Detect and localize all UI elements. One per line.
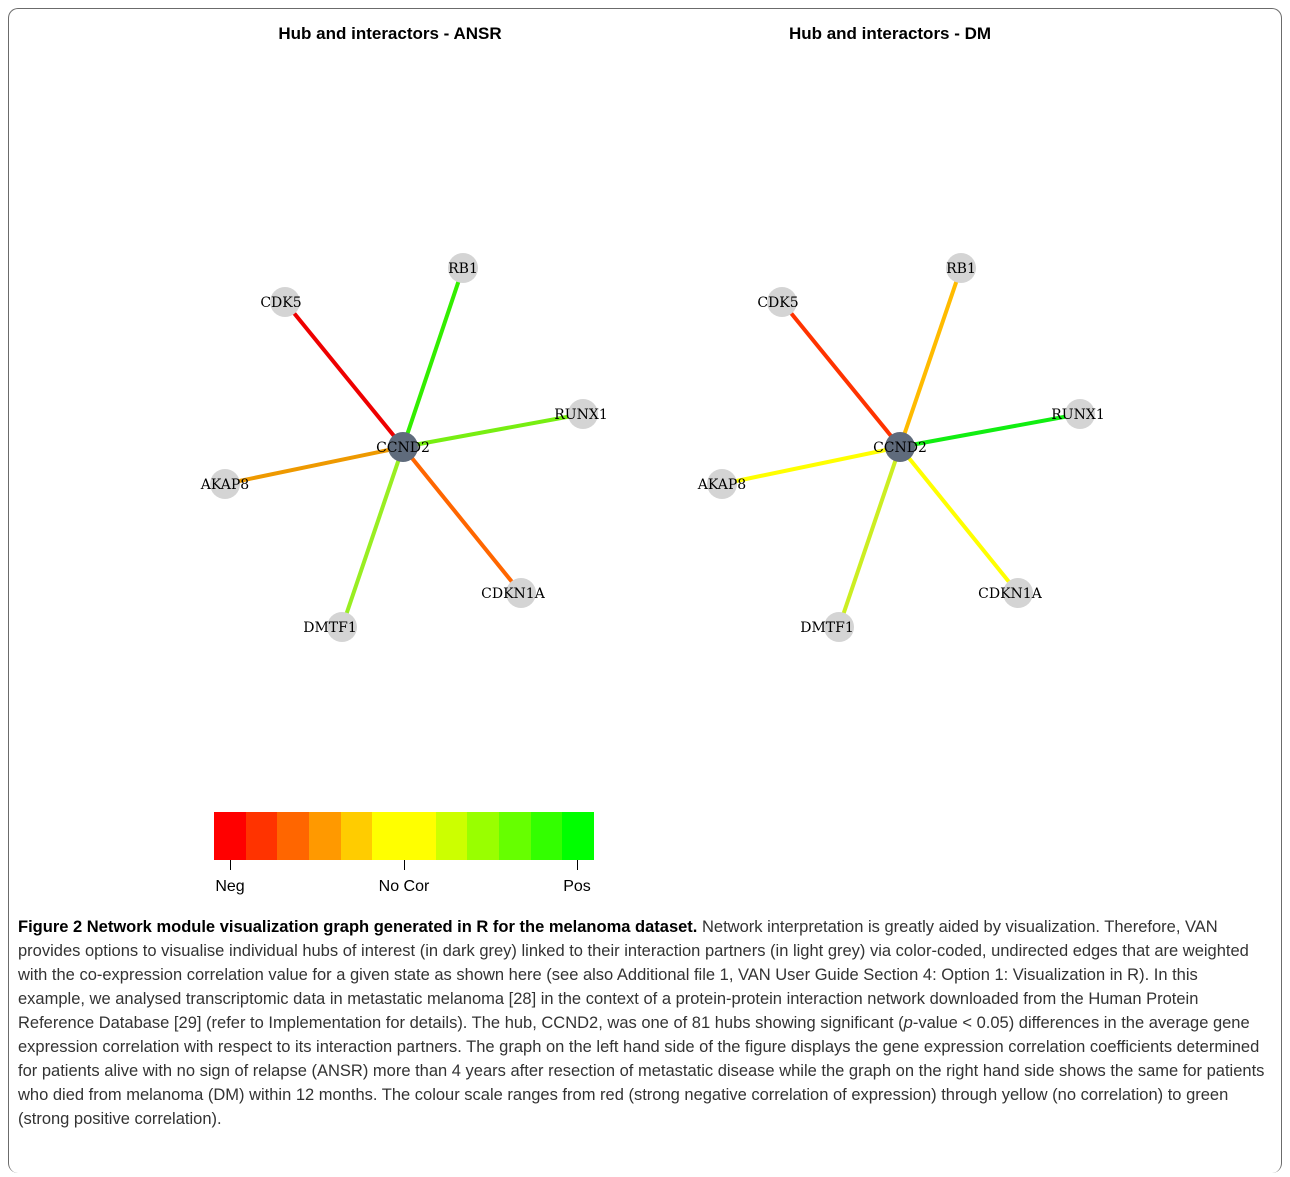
color-scale-swatch	[530, 812, 563, 860]
node-dmtf1	[327, 612, 357, 642]
network-panel-dm: RB1 CDK5 RUNX1 AKAP8 CDKN1A DMTF1 CCND2	[697, 253, 1105, 642]
edge-dmtf1	[340, 446, 405, 628]
panel-title-ansr: Hub and interactors - ANSR	[278, 24, 502, 43]
color-scale-swatch	[467, 812, 500, 860]
tick-none	[404, 860, 405, 870]
figure-caption: Figure 2 Network module visualization gr…	[18, 915, 1268, 1131]
node-label-rb1: RB1	[448, 261, 478, 277]
figure-frame	[8, 8, 1282, 1173]
node-label-runx1: RUNX1	[554, 407, 607, 423]
edge-akap8	[721, 445, 901, 486]
node-label-cdkn1a: CDKN1A	[978, 586, 1043, 602]
color-scale-swatch	[340, 812, 373, 860]
node-runx1	[1065, 399, 1095, 429]
scale-label-none: No Cor	[378, 878, 430, 895]
color-scale-bar	[214, 812, 595, 860]
caption-p-italic: p	[903, 1014, 913, 1032]
node-label-cdk5: CDK5	[757, 295, 798, 311]
node-label-dmtf1: DMTF1	[800, 620, 854, 636]
hub-node	[388, 432, 418, 462]
hub-label: CCND2	[376, 440, 430, 456]
scale-label-neg: Neg	[215, 878, 245, 895]
color-scale-swatch	[245, 812, 278, 860]
edge-runx1	[402, 412, 584, 449]
node-cdkn1a	[1003, 578, 1033, 608]
node-cdkn1a	[506, 578, 536, 608]
caption-text-1: Network interpretation is greatly aided …	[18, 918, 1249, 1032]
color-scale-swatch	[372, 812, 405, 860]
color-scale-swatch	[404, 812, 436, 860]
hub-label: CCND2	[873, 440, 927, 456]
hub-node	[885, 432, 915, 462]
color-scale-swatch	[499, 812, 531, 860]
color-scale-swatch	[562, 812, 595, 860]
edge-runx1	[899, 412, 1081, 449]
node-label-cdkn1a: CDKN1A	[481, 586, 546, 602]
edge-rb1	[401, 267, 465, 448]
node-akap8	[210, 469, 240, 499]
node-label-akap8: AKAP8	[200, 477, 249, 493]
node-cdk5	[270, 287, 300, 317]
color-scale-swatch	[277, 812, 310, 860]
color-scale-swatch	[309, 812, 341, 860]
edge-cdk5	[780, 300, 902, 449]
network-panel-ansr: RB1 CDK5 RUNX1 AKAP8 CDKN1A DMTF1 CCND2	[200, 253, 608, 642]
edge-cdkn1a	[898, 445, 1020, 595]
network-graphs: RB1 CDK5 RUNX1 AKAP8 CDKN1A DMTF1 CCND2 RB1 CDK5…	[200, 253, 1105, 642]
node-label-dmtf1: DMTF1	[303, 620, 357, 636]
node-dmtf1	[824, 612, 854, 642]
node-cdk5	[767, 287, 797, 317]
caption-text-2: -value < 0.05) differences in the averag…	[18, 1014, 1265, 1128]
edge-akap8	[224, 445, 404, 486]
edge-dmtf1	[837, 446, 902, 628]
color-scale-swatch	[435, 812, 468, 860]
color-scale-swatch	[214, 812, 246, 860]
node-rb1	[448, 253, 478, 283]
scale-label-pos: Pos	[563, 878, 591, 895]
node-akap8	[707, 469, 737, 499]
tick-pos	[577, 860, 578, 870]
node-runx1	[568, 399, 598, 429]
edge-rb1	[898, 267, 963, 448]
edge-cdkn1a	[401, 445, 523, 595]
color-scale	[214, 812, 595, 860]
node-label-rb1: RB1	[946, 261, 976, 277]
node-label-akap8: AKAP8	[697, 477, 746, 493]
node-label-runx1: RUNX1	[1051, 407, 1104, 423]
node-label-cdk5: CDK5	[260, 295, 301, 311]
edge-cdk5	[283, 300, 405, 449]
panel-title-dm: Hub and interactors - DM	[788, 24, 992, 43]
node-rb1	[946, 253, 976, 283]
tick-neg	[230, 860, 231, 870]
caption-label: Figure 2 Network module visualization gr…	[18, 918, 698, 936]
